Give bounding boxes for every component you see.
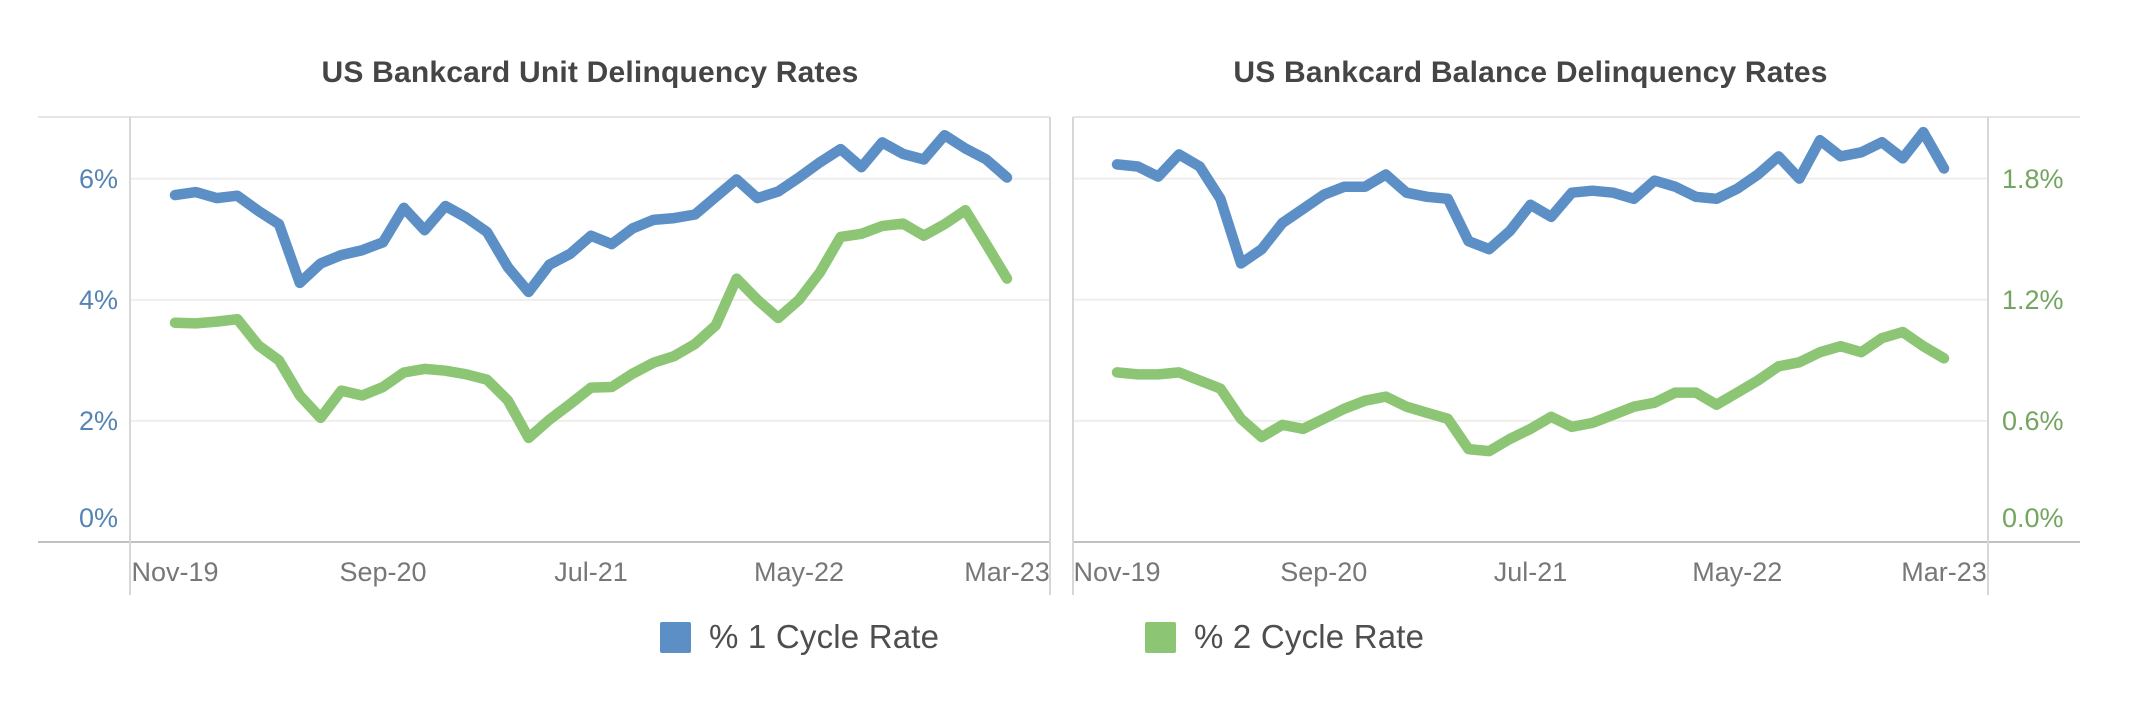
y-tick-label: 4%	[78, 284, 118, 315]
y-tick-label: 0.6%	[2002, 405, 2064, 436]
y-tick-label: 0.0%	[2002, 503, 2064, 533]
x-tick-label: Nov-19	[1073, 557, 1161, 587]
x-tick-label: Jul-21	[1493, 557, 1568, 587]
legend-swatch-2-cycle-rate	[1145, 621, 1176, 653]
y-tick-label: 1.8%	[2002, 163, 2064, 194]
legend-swatch-1-cycle-rate	[660, 621, 691, 653]
y-tick-label: 1.2%	[2002, 284, 2064, 315]
x-tick-label: Sep-20	[1280, 557, 1368, 587]
y-tick-label: 6%	[78, 163, 118, 194]
series-line-1-cycle-unit[interactable]	[169, 129, 1013, 298]
x-tick-label: Nov-19	[131, 557, 219, 587]
chart-title-unit-delinquency: US Bankcard Unit Delinquency Rates	[321, 56, 859, 89]
x-tick-label: Sep-20	[339, 557, 427, 587]
y-tick-label: 2%	[78, 405, 118, 436]
legend-label-2-cycle-rate: % 2 Cycle Rate	[1194, 618, 1425, 655]
x-tick-label: May-22	[1692, 557, 1783, 587]
legend: % 1 Cycle Rate % 2 Cycle Rate	[0, 615, 2152, 665]
x-tick-label: May-22	[753, 557, 845, 587]
x-tick-label: Mar-23	[1901, 557, 1987, 587]
x-tick-label: Jul-21	[554, 557, 628, 587]
y-tick-label: 0%	[78, 503, 118, 533]
legend-label-1-cycle-rate: % 1 Cycle Rate	[709, 618, 940, 655]
legend-item-2-cycle-rate[interactable]: % 2 Cycle Rate	[1145, 615, 1424, 659]
series-line-2-cycle-balance[interactable]	[1111, 326, 1950, 457]
series-line-1-cycle-balance[interactable]	[1111, 126, 1950, 269]
chart-title-balance-delinquency: US Bankcard Balance Delinquency Rates	[1233, 56, 1828, 89]
x-tick-label: Mar-23	[964, 557, 1050, 587]
legend-item-1-cycle-rate[interactable]: % 1 Cycle Rate	[660, 615, 939, 659]
series-line-2-cycle-unit[interactable]	[169, 204, 1013, 444]
